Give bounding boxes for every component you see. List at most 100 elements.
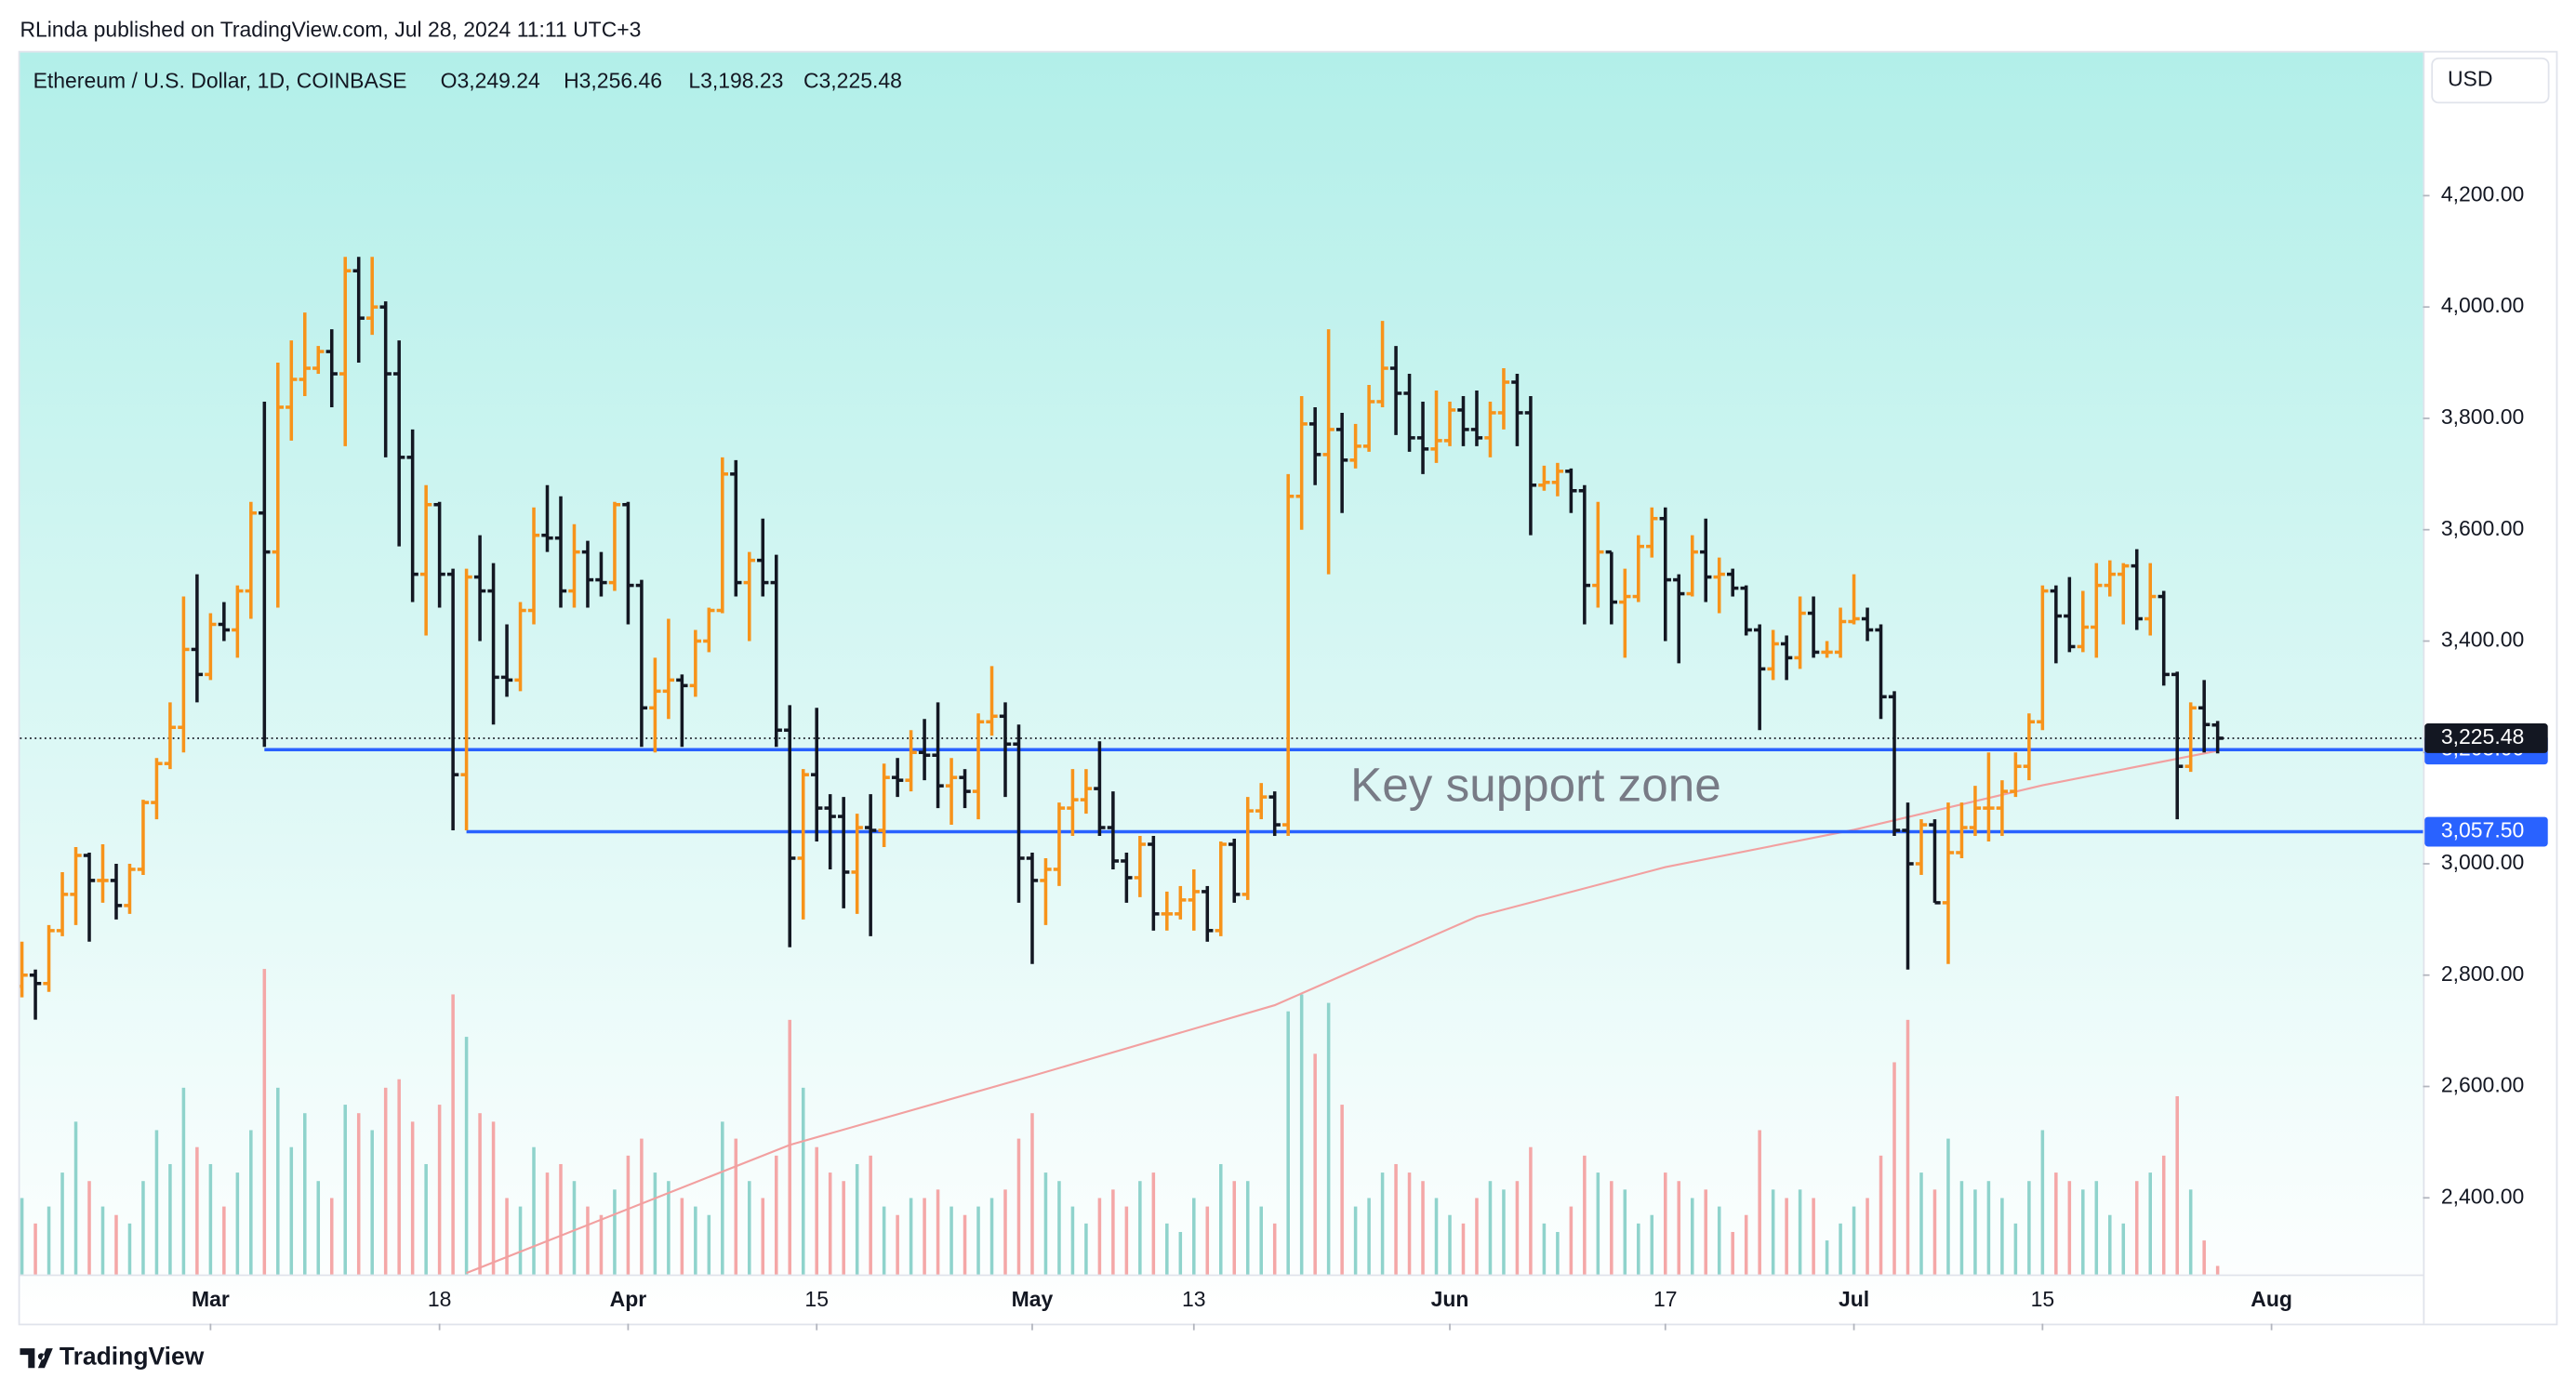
volume-bar [949,1206,953,1275]
volume-bar [1731,1231,1734,1275]
volume-bar [1825,1240,1829,1275]
volume-bar [1905,1019,1910,1275]
volume-bar [559,1163,563,1275]
volume-bar [1380,1172,1385,1275]
volume-bar [909,1198,913,1275]
x-tick-label: 15 [2031,1287,2055,1311]
volume-bar [586,1206,590,1275]
volume-bar [2013,1223,2018,1275]
volume-bar [1272,1223,1277,1275]
volume-bar [2067,1181,2072,1275]
volume-bar [2054,1172,2058,1275]
currency-label[interactable]: USD [2448,67,2492,91]
volume-bar [1313,1053,1317,1275]
volume-bar [2108,1214,2112,1275]
volume-bar [761,1198,765,1275]
volume-bar [842,1181,845,1275]
volume-bar [235,1172,240,1275]
volume-bar [788,1019,792,1275]
volume-bar [1690,1198,1694,1275]
volume-bar [505,1198,509,1275]
volume-bar [1785,1198,1788,1275]
level-layer [20,737,2423,834]
volume-bar [1097,1198,1102,1275]
volume-bar [1892,1062,1896,1275]
volume-bar [2175,1095,2179,1275]
volume-bar [100,1206,105,1275]
volume-bar [1084,1223,1088,1275]
volume-bar [923,1198,926,1275]
volume-bar [1932,1189,1937,1275]
axis-layer: 2,400.002,600.002,800.003,000.003,200.00… [192,181,2548,1331]
volume-bar [1326,1002,1331,1275]
volume-bar [181,1087,186,1275]
volume-bar [1866,1198,1869,1275]
volume-bar [1299,994,1304,1275]
volume-bar [1529,1146,1533,1275]
volume-bar [1812,1198,1815,1275]
volume-bar [208,1163,213,1275]
x-tick-label: Aug [2251,1287,2292,1311]
volume-bar [1839,1223,1842,1275]
volume-bar [127,1223,132,1275]
volume-bar [1245,1181,1250,1275]
volume-bar [262,969,267,1275]
volume-bar [1650,1214,1654,1275]
volume-bar [680,1198,684,1275]
volume-bar [1959,1181,1964,1275]
volume-bar [1151,1172,1156,1275]
volume-bar [154,1130,159,1275]
volume-bar [46,1206,51,1275]
volume-bar [1353,1206,1358,1275]
volume-bar [1475,1198,1479,1275]
ohlc-open: O3,249.24 [441,68,540,92]
y-tick-label: 3,800.00 [2441,404,2524,429]
tv-logo [20,1348,53,1369]
volume-layer [20,969,2220,1275]
currency-button[interactable] [2431,57,2550,104]
volume-bar [896,1214,899,1275]
y-tick-label: 3,600.00 [2441,516,2524,540]
volume-bar [73,1121,78,1275]
y-tick-label: 2,800.00 [2441,961,2524,986]
bar-layer [20,257,2224,1020]
volume-bar [1623,1189,1627,1275]
volume-bar [2000,1198,2004,1275]
volume-bar [1111,1189,1115,1275]
y-tick-label: 3,000.00 [2441,850,2524,874]
volume-bar [1677,1181,1681,1275]
volume-bar [1919,1172,1923,1275]
volume-bar [774,1155,778,1275]
volume-bar [2134,1181,2139,1275]
volume-bar [1003,1189,1007,1275]
y-tick-label: 3,400.00 [2441,628,2524,652]
volume-bar [1704,1189,1707,1275]
x-tick-label: Mar [192,1287,230,1311]
volume-bar [370,1130,374,1275]
volume-bar [721,1121,724,1275]
volume-bar [518,1206,523,1275]
volume-bar [1070,1206,1075,1275]
volume-bar [828,1172,832,1275]
volume-bar [1218,1163,1223,1275]
y-tick-label: 2,600.00 [2441,1073,2524,1097]
x-tick-label: Jul [1839,1287,1869,1311]
volume-bar [1434,1198,1439,1275]
volume-bar [640,1138,644,1275]
volume-bar [707,1214,711,1275]
volume-bar [356,1113,361,1275]
volume-bar [1124,1206,1129,1275]
volume-bar [1596,1172,1600,1275]
symbol: Ethereum / U.S. Dollar, 1D, COINBASE [33,68,407,92]
volume-bar [734,1138,738,1275]
volume-bar [936,1189,940,1275]
volume-bar [1946,1138,1950,1275]
volume-bar [1394,1163,1398,1275]
volume-bar [1758,1130,1761,1275]
volume-bar [1407,1172,1412,1275]
volume-bar [1717,1206,1721,1275]
volume-bar [855,1163,859,1275]
volume-bar [114,1214,118,1275]
volume-bar [963,1214,967,1275]
volume-bar [222,1206,226,1275]
